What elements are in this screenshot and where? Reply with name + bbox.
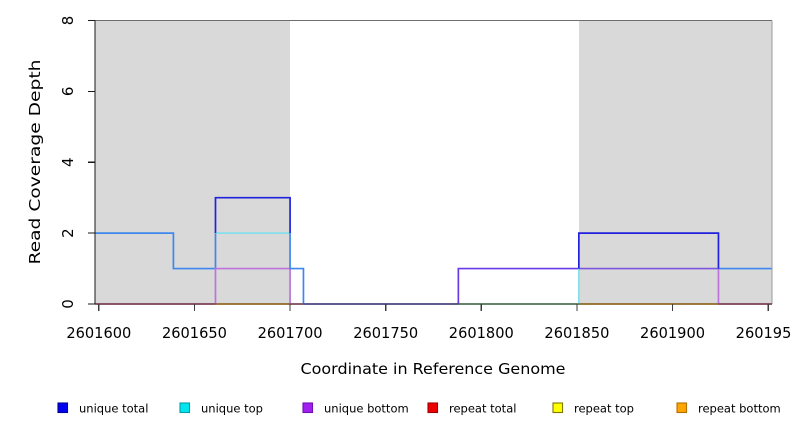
- legend-swatch-repeat-total: [427, 402, 439, 414]
- legend-swatch-repeat-bottom: [676, 402, 688, 414]
- x-tick-label: 2601750: [353, 324, 418, 342]
- legend-entry: unique total: [57, 402, 148, 416]
- shaded-region: [578, 21, 772, 304]
- y-tick-label: 0: [59, 299, 77, 309]
- series-segment: [214, 196, 291, 234]
- legend-label: unique top: [201, 402, 263, 416]
- legend-label: repeat total: [449, 402, 516, 416]
- legend-label: repeat bottom: [698, 402, 781, 416]
- x-tick-label: 2601700: [258, 324, 323, 342]
- y-tick-label: 2: [59, 228, 77, 238]
- y-tick-label: 6: [59, 87, 77, 97]
- y-tick-label: 4: [59, 157, 77, 167]
- legend: unique total unique top unique bottom repea…: [57, 402, 781, 416]
- series-segment: [214, 267, 291, 304]
- legend-entry: repeat total: [427, 402, 516, 416]
- legend-label: repeat top: [574, 402, 634, 416]
- legend-swatch-unique-total: [57, 402, 69, 414]
- legend-entry: unique bottom: [302, 402, 409, 416]
- series-segment: [457, 267, 579, 304]
- legend-entry: repeat top: [552, 402, 634, 416]
- plot-background-layer: [95, 21, 772, 304]
- x-axis-title: Coordinate in Reference Genome: [301, 360, 566, 378]
- legend-entry: unique top: [179, 402, 263, 416]
- series-segment: [289, 233, 305, 304]
- x-tick-label: 2601900: [640, 324, 705, 342]
- legend-swatch-repeat-top: [552, 402, 564, 414]
- series-segment: [577, 232, 720, 269]
- legend-entry: repeat bottom: [676, 402, 781, 416]
- legend-label: unique bottom: [324, 402, 409, 416]
- legend-swatch-unique-bottom: [302, 402, 314, 414]
- y-tick-label: 8: [59, 16, 77, 26]
- x-tick-label: 2601850: [544, 324, 609, 342]
- legend-label: unique total: [79, 402, 148, 416]
- series-segment: [95, 232, 217, 270]
- axes-layer: 2601600 2601650 2601700 2601750 2601800 26018…: [59, 16, 792, 342]
- legend-swatch-unique-top: [179, 402, 191, 414]
- x-tick-label: 2601600: [66, 324, 131, 342]
- shaded-region: [95, 21, 291, 304]
- x-tick-label: 2601800: [449, 324, 514, 342]
- x-tick-label: 2601650: [162, 324, 227, 342]
- y-axis-title: Read Coverage Depth: [26, 59, 44, 264]
